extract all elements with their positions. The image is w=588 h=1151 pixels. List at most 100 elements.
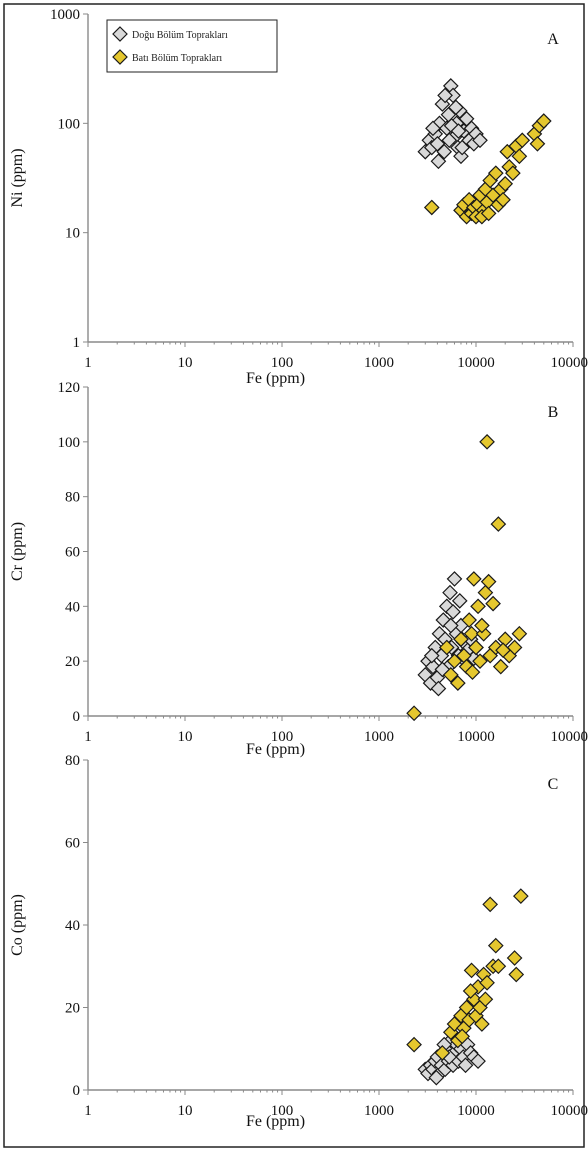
x-tick-label: 10000 xyxy=(457,1103,495,1119)
y-tick-label: 10 xyxy=(65,226,80,242)
data-point xyxy=(434,96,451,112)
legend-item-east: Doğu Bölüm Toprakları xyxy=(112,26,228,42)
data-point xyxy=(450,675,466,691)
data-point xyxy=(470,1053,486,1069)
data-point xyxy=(465,571,482,587)
panel-letter: A xyxy=(547,31,559,48)
data-point xyxy=(464,664,481,680)
data-point xyxy=(442,667,459,683)
y-tick-label: 20 xyxy=(65,1001,80,1017)
data-point xyxy=(423,199,440,216)
data-point xyxy=(454,139,471,156)
y-axis-label: Cr (ppm) xyxy=(9,522,26,581)
data-point xyxy=(479,974,495,991)
x-tick-label: 10 xyxy=(178,1103,193,1119)
data-point xyxy=(472,653,488,670)
data-point xyxy=(535,113,552,129)
x-axis-label: Fe (ppm) xyxy=(246,370,305,387)
data-point xyxy=(442,617,459,634)
series-west xyxy=(406,888,529,1061)
data-point xyxy=(511,148,528,165)
data-point xyxy=(425,120,441,137)
figure-border xyxy=(3,3,585,1148)
data-point xyxy=(423,647,440,664)
data-point xyxy=(435,612,452,628)
y-tick-label: 100 xyxy=(58,435,81,451)
data-point xyxy=(462,983,479,999)
y-tick-label: 80 xyxy=(65,753,80,769)
y-tick-label: 1 xyxy=(73,335,81,351)
data-point xyxy=(461,612,478,628)
y-tick-label: 80 xyxy=(65,490,80,506)
data-point xyxy=(480,205,497,222)
data-point xyxy=(497,175,514,192)
data-point xyxy=(477,991,494,1008)
data-point xyxy=(454,1028,471,1045)
data-point xyxy=(453,148,469,165)
data-point xyxy=(470,598,486,615)
panel-letter: C xyxy=(548,776,559,793)
y-tick-label: 20 xyxy=(65,654,80,670)
data-point xyxy=(490,958,507,975)
data-point xyxy=(463,962,480,979)
data-point xyxy=(430,680,447,697)
x-tick-label: 100 xyxy=(271,1103,294,1119)
data-point xyxy=(434,1045,451,1061)
data-point xyxy=(438,639,455,656)
y-tick-label: 120 xyxy=(58,380,81,396)
x-tick-label: 10000 xyxy=(457,729,495,745)
data-point xyxy=(446,653,463,670)
data-point xyxy=(506,950,523,966)
series-west xyxy=(406,433,528,722)
data-point xyxy=(472,132,488,149)
data-point xyxy=(506,639,523,656)
series-east xyxy=(417,78,488,170)
y-tick-label: 40 xyxy=(65,599,80,615)
x-axis-label: Fe (ppm) xyxy=(246,741,305,758)
data-point xyxy=(495,191,511,208)
data-point xyxy=(529,135,546,152)
x-tick-label: 1000 xyxy=(364,355,394,371)
data-point xyxy=(468,639,484,656)
data-point xyxy=(505,165,521,182)
y-tick-label: 0 xyxy=(73,709,81,725)
data-point xyxy=(434,661,451,678)
data-point xyxy=(448,99,464,116)
y-axis-label: Co (ppm) xyxy=(9,894,26,956)
data-point xyxy=(406,1036,422,1053)
legend-label-east: Doğu Bölüm Toprakları xyxy=(132,30,228,41)
x-axis-label: Fe (ppm) xyxy=(246,1113,305,1130)
data-point xyxy=(495,642,511,659)
y-tick-label: 40 xyxy=(65,918,80,934)
data-point xyxy=(479,433,495,450)
legend-marker-east xyxy=(112,26,128,42)
y-tick-label: 100 xyxy=(58,116,81,132)
data-point xyxy=(406,705,422,722)
y-tick-label: 0 xyxy=(73,1083,81,1099)
x-tick-label: 100 xyxy=(271,729,294,745)
data-point xyxy=(453,631,469,648)
x-tick-label: 100 xyxy=(271,355,294,371)
data-point xyxy=(490,516,507,532)
data-point xyxy=(487,165,504,182)
data-point xyxy=(514,132,531,149)
series-west xyxy=(423,113,552,225)
x-tick-label: 1 xyxy=(84,1103,92,1119)
x-tick-label: 10 xyxy=(178,355,193,371)
data-point xyxy=(508,966,525,983)
legend: Doğu Bölüm Toprakları Batı Bölüm Toprakl… xyxy=(106,19,278,73)
data-point xyxy=(511,625,528,642)
data-point xyxy=(450,123,467,139)
x-tick-label: 10 xyxy=(178,729,193,745)
x-tick-label: 10000 xyxy=(457,355,495,371)
charts-layer: 1101001000100001000001101001000Fe (ppm)N… xyxy=(9,7,588,1130)
data-point xyxy=(442,584,458,601)
data-point xyxy=(445,603,461,620)
x-tick-label: 1000 xyxy=(364,729,394,745)
